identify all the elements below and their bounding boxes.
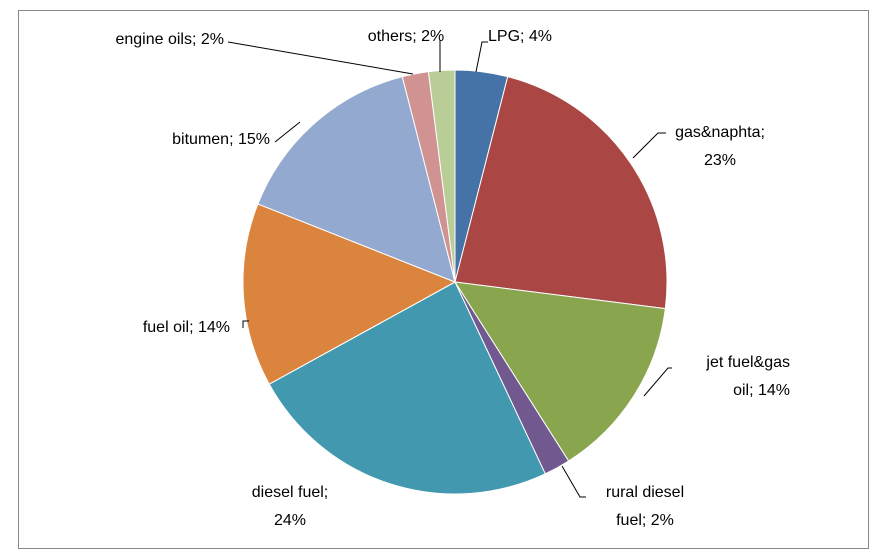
data-label: engine oils; 2% [115,31,224,48]
data-label-line: rural diesel [606,484,684,501]
data-label-line: fuel; 2% [616,512,674,529]
pie-slice [268,281,546,495]
pie-slice [257,76,456,283]
data-label-line: diesel fuel; [252,484,329,501]
data-label: rural diesel fuel; 2% [606,484,684,529]
leader-line [475,41,488,73]
leader-line [242,320,249,328]
data-label-line: oil; 14% [733,382,790,399]
pie-slice [454,281,666,462]
data-label: bitumen; 15% [172,131,270,148]
data-label: LPG; 4% [488,28,552,45]
leader-line [643,367,672,397]
leader-line [274,121,301,143]
data-label: jet fuel&gas oil; 14% [705,354,790,399]
leader-line [561,465,586,498]
pie-slice [454,76,668,310]
leader-line [227,41,414,75]
leader-line [632,132,666,159]
pie-slice [427,69,456,283]
data-label: diesel fuel; 24% [252,484,329,529]
data-label: others; 2% [368,28,444,45]
data-label-line: jet fuel&gas [705,354,790,371]
data-label: fuel oil; 14% [143,319,230,336]
data-label: gas&naphta; 23% [675,124,765,169]
data-label-line: 23% [704,152,736,169]
data-label-line: 24% [274,512,306,529]
data-label-line: gas&naphta; [675,124,765,141]
pie-slice [242,203,457,385]
